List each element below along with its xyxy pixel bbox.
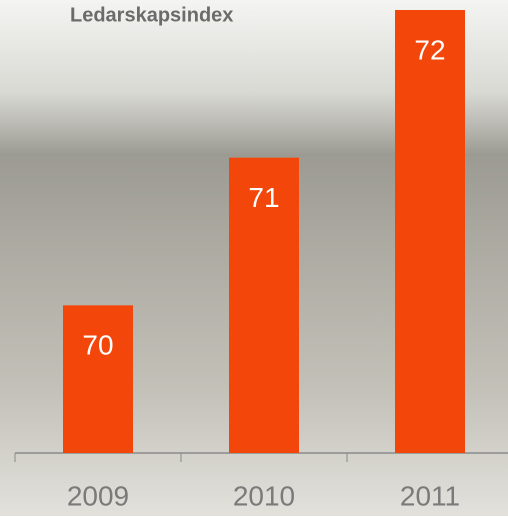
value-label: 70 [82,330,113,361]
x-tick-label: 2009 [67,480,129,511]
chart-title: Ledarskapsindex [70,4,233,26]
x-tick-label: 2010 [233,480,295,511]
value-label: 72 [414,34,445,65]
bar [63,305,133,453]
bar [395,10,465,453]
value-label: 71 [248,182,279,213]
bar [229,157,299,453]
x-tick-label: 2011 [400,480,460,511]
